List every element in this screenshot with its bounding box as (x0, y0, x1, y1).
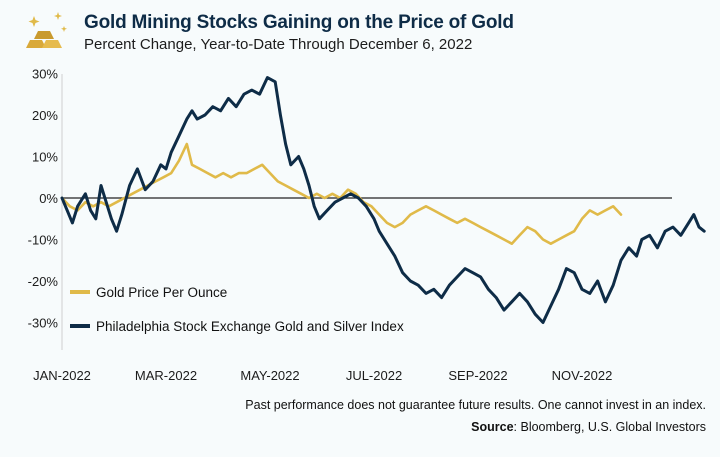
line-chart: 30% 20% 10% 0% -10% -20% -30% JAN-2022 MAR-2022 M… (28, 67, 706, 383)
chart-subtitle: Percent Change, Year-to-Date Through Dec… (84, 36, 473, 53)
y-tick-label: 20% (32, 108, 58, 123)
legend-label: Philadelphia Stock Exchange Gold and Sil… (96, 319, 404, 334)
source-label: Source (471, 420, 514, 434)
x-tick-label: JAN-2022 (33, 368, 91, 383)
x-tick-label: MAR-2022 (135, 368, 197, 383)
disclaimer-note: Past performance does not guarantee futu… (245, 398, 706, 412)
x-tick-label: SEP-2022 (448, 368, 507, 383)
legend-label: Gold Price Per Ounce (96, 285, 227, 300)
y-tick-label: 0% (39, 191, 58, 206)
x-tick-label: JUL-2022 (346, 368, 402, 383)
y-tick-label: 30% (32, 67, 58, 82)
y-tick-label: -20% (28, 274, 59, 289)
x-tick-label: MAY-2022 (240, 368, 299, 383)
series-line-xau-index (60, 76, 706, 324)
y-tick-label: -10% (28, 233, 59, 248)
source-note: Source: Bloomberg, U.S. Global Investors (471, 420, 706, 434)
y-tick-label: -30% (28, 316, 59, 331)
series-line-gold-price (60, 142, 623, 245)
chart-title: Gold Mining Stocks Gaining on the Price … (84, 12, 514, 33)
x-tick-label: NOV-2022 (552, 368, 613, 383)
chart-area: 30% 20% 10% 0% -10% -20% -30% JAN-2022 MAR-2022 M… (0, 60, 720, 390)
gold-bars-icon (26, 12, 67, 48)
source-text: : Bloomberg, U.S. Global Investors (513, 420, 706, 434)
y-tick-label: 10% (32, 150, 58, 165)
chart-header: Gold Mining Stocks Gaining on the Price … (18, 6, 708, 58)
